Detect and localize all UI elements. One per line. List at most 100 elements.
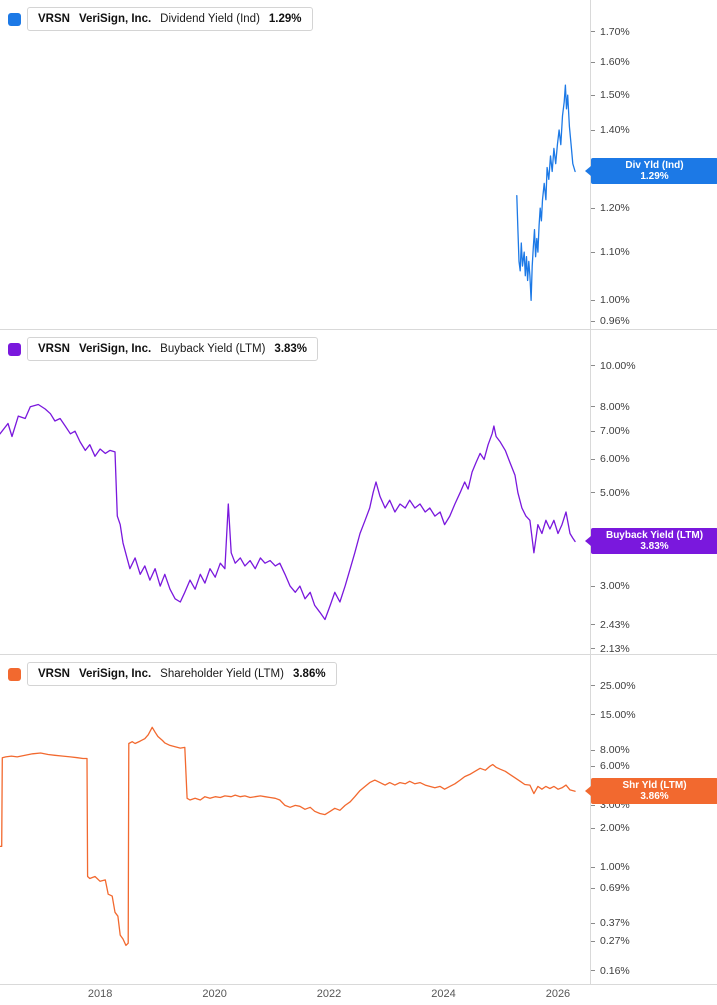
- tick-mark-icon: [591, 970, 595, 972]
- y-axis-tick-label: 0.27%: [600, 935, 630, 948]
- y-axis-tick: 2.00%: [591, 821, 630, 835]
- company-name: VeriSign, Inc.: [78, 668, 152, 680]
- legend-box[interactable]: VRSN VeriSign, Inc. Buyback Yield (LTM) …: [27, 337, 319, 361]
- y-axis-tick: 2.43%: [591, 618, 630, 632]
- tick-mark-icon: [591, 430, 595, 432]
- y-axis-tick: 15.00%: [591, 708, 636, 722]
- y-axis-tick: 6.00%: [591, 452, 630, 466]
- tick-mark-icon: [591, 299, 595, 301]
- y-axis-tick-label: 1.60%: [600, 56, 630, 69]
- tick-mark-icon: [591, 940, 595, 942]
- y-axis-tick: 10.00%: [591, 359, 636, 373]
- last-value-pill-shareholder-yield: Shr Yld (LTM) 3.86%: [585, 778, 717, 805]
- y-axis-tick: 5.00%: [591, 486, 630, 500]
- dividend-yield-line-chart[interactable]: [0, 0, 590, 329]
- company-name: VeriSign, Inc.: [78, 13, 152, 25]
- tick-mark-icon: [591, 492, 595, 494]
- y-axis-tick-label: 7.00%: [600, 425, 630, 438]
- y-axis-tick-label: 15.00%: [600, 708, 636, 721]
- x-axis-year-label: 2018: [87, 988, 113, 1000]
- y-axis-tick: 0.69%: [591, 881, 630, 895]
- ticker-symbol: VRSN: [38, 668, 70, 680]
- tick-mark-icon: [591, 648, 595, 650]
- pill-pointer-icon: [585, 166, 591, 177]
- y-axis-tick: 2.13%: [591, 642, 630, 656]
- pill-value-label: 1.29%: [640, 171, 669, 183]
- x-axis-year-label: 2022: [316, 988, 342, 1000]
- tick-mark-icon: [591, 714, 595, 716]
- y-axis-tick: 3.00%: [591, 579, 630, 593]
- x-axis-year-label: 2026: [545, 988, 571, 1000]
- y-axis-buyback-yield: Buyback Yield (LTM) 3.83% 10.00% 8.00% 7.0…: [585, 330, 717, 656]
- dividend-yield-price-line: [516, 84, 576, 302]
- tick-mark-icon: [591, 804, 595, 806]
- legend-shareholder-yield[interactable]: VRSN VeriSign, Inc. Shareholder Yield (L…: [8, 662, 337, 686]
- metric-name: Dividend Yield (Ind): [160, 13, 260, 25]
- legend-buyback-yield[interactable]: VRSN VeriSign, Inc. Buyback Yield (LTM) …: [8, 337, 319, 361]
- metric-value: 1.29%: [268, 13, 302, 25]
- tick-mark-icon: [591, 320, 595, 322]
- y-axis-tick: 1.10%: [591, 245, 630, 259]
- x-axis-year-label: 2024: [431, 988, 456, 1000]
- ticker-symbol: VRSN: [38, 13, 70, 25]
- series-color-swatch: [8, 342, 21, 356]
- y-axis-tick: 6.00%: [591, 759, 630, 773]
- shareholder-yield-price-line: [0, 726, 576, 947]
- y-axis-tick-label: 0.69%: [600, 882, 630, 895]
- y-axis-tick: 1.60%: [591, 55, 630, 69]
- pill-metric-label: Div Yld (Ind): [625, 159, 684, 171]
- metric-value: 3.86%: [292, 668, 326, 680]
- tick-mark-icon: [591, 827, 595, 829]
- pill-value-label: 3.86%: [640, 791, 669, 803]
- y-axis-dividend-yield: Div Yld (Ind) 1.29% 1.70% 1.60% 1.50% 1.40%…: [585, 0, 717, 329]
- y-axis-tick-label: 1.00%: [600, 861, 630, 874]
- x-axis-year-label: 2020: [202, 988, 227, 1000]
- pill-metric-label: Buyback Yield (LTM): [605, 529, 704, 541]
- legend-box[interactable]: VRSN VeriSign, Inc. Dividend Yield (Ind)…: [27, 7, 313, 31]
- tick-mark-icon: [591, 129, 595, 131]
- y-axis-tick: 1.00%: [591, 860, 630, 874]
- series-color-swatch: [8, 667, 21, 681]
- y-axis-tick-label: 0.16%: [600, 964, 630, 977]
- metric-name: Buyback Yield (LTM): [160, 343, 266, 355]
- buyback-yield-line-chart[interactable]: [0, 330, 590, 654]
- tick-mark-icon: [591, 94, 595, 96]
- y-axis-tick-label: 0.96%: [600, 315, 630, 328]
- y-axis-tick: 8.00%: [591, 400, 630, 414]
- tick-mark-icon: [591, 458, 595, 460]
- metric-name: Shareholder Yield (LTM): [160, 668, 284, 680]
- shareholder-yield-line-chart[interactable]: [0, 655, 590, 984]
- y-axis-tick: 1.40%: [591, 123, 630, 137]
- y-axis-tick: 0.37%: [591, 916, 630, 930]
- tick-mark-icon: [591, 207, 595, 209]
- legend-dividend-yield[interactable]: VRSN VeriSign, Inc. Dividend Yield (Ind)…: [8, 7, 313, 31]
- panel-buyback-yield: Buyback Yield (LTM) 3.83% 10.00% 8.00% 7.0…: [0, 330, 717, 655]
- y-axis-tick-label: 3.00%: [600, 580, 630, 593]
- y-axis-tick-label: 1.20%: [600, 202, 630, 215]
- y-axis-tick-label: 6.00%: [600, 760, 630, 773]
- tick-mark-icon: [591, 31, 595, 33]
- y-axis-tick-label: 1.50%: [600, 89, 630, 102]
- y-axis-tick: 0.16%: [591, 964, 630, 978]
- pill-pointer-icon: [585, 536, 591, 547]
- pill-pointer-icon: [585, 786, 591, 797]
- pill-metric-label: Shr Yld (LTM): [622, 779, 687, 791]
- y-axis-tick-label: 1.70%: [600, 25, 630, 38]
- tick-mark-icon: [591, 765, 595, 767]
- y-axis-tick-label: 10.00%: [600, 359, 636, 372]
- y-axis-tick-label: 1.40%: [600, 124, 630, 137]
- y-axis-tick-label: 2.13%: [600, 642, 630, 655]
- tick-mark-icon: [591, 887, 595, 889]
- panel-dividend-yield: Div Yld (Ind) 1.29% 1.70% 1.60% 1.50% 1.40%…: [0, 0, 717, 330]
- y-axis-tick: 1.20%: [591, 201, 630, 215]
- y-axis-tick-label: 8.00%: [600, 744, 630, 757]
- buyback-yield-price-line: [0, 403, 576, 621]
- y-axis-tick-label: 5.00%: [600, 486, 630, 499]
- legend-box[interactable]: VRSN VeriSign, Inc. Shareholder Yield (L…: [27, 662, 337, 686]
- y-axis-tick: 8.00%: [591, 743, 630, 757]
- y-axis-tick: 0.27%: [591, 934, 630, 948]
- pill-value-label: 3.83%: [640, 541, 669, 553]
- tick-mark-icon: [591, 365, 595, 367]
- tick-mark-icon: [591, 251, 595, 253]
